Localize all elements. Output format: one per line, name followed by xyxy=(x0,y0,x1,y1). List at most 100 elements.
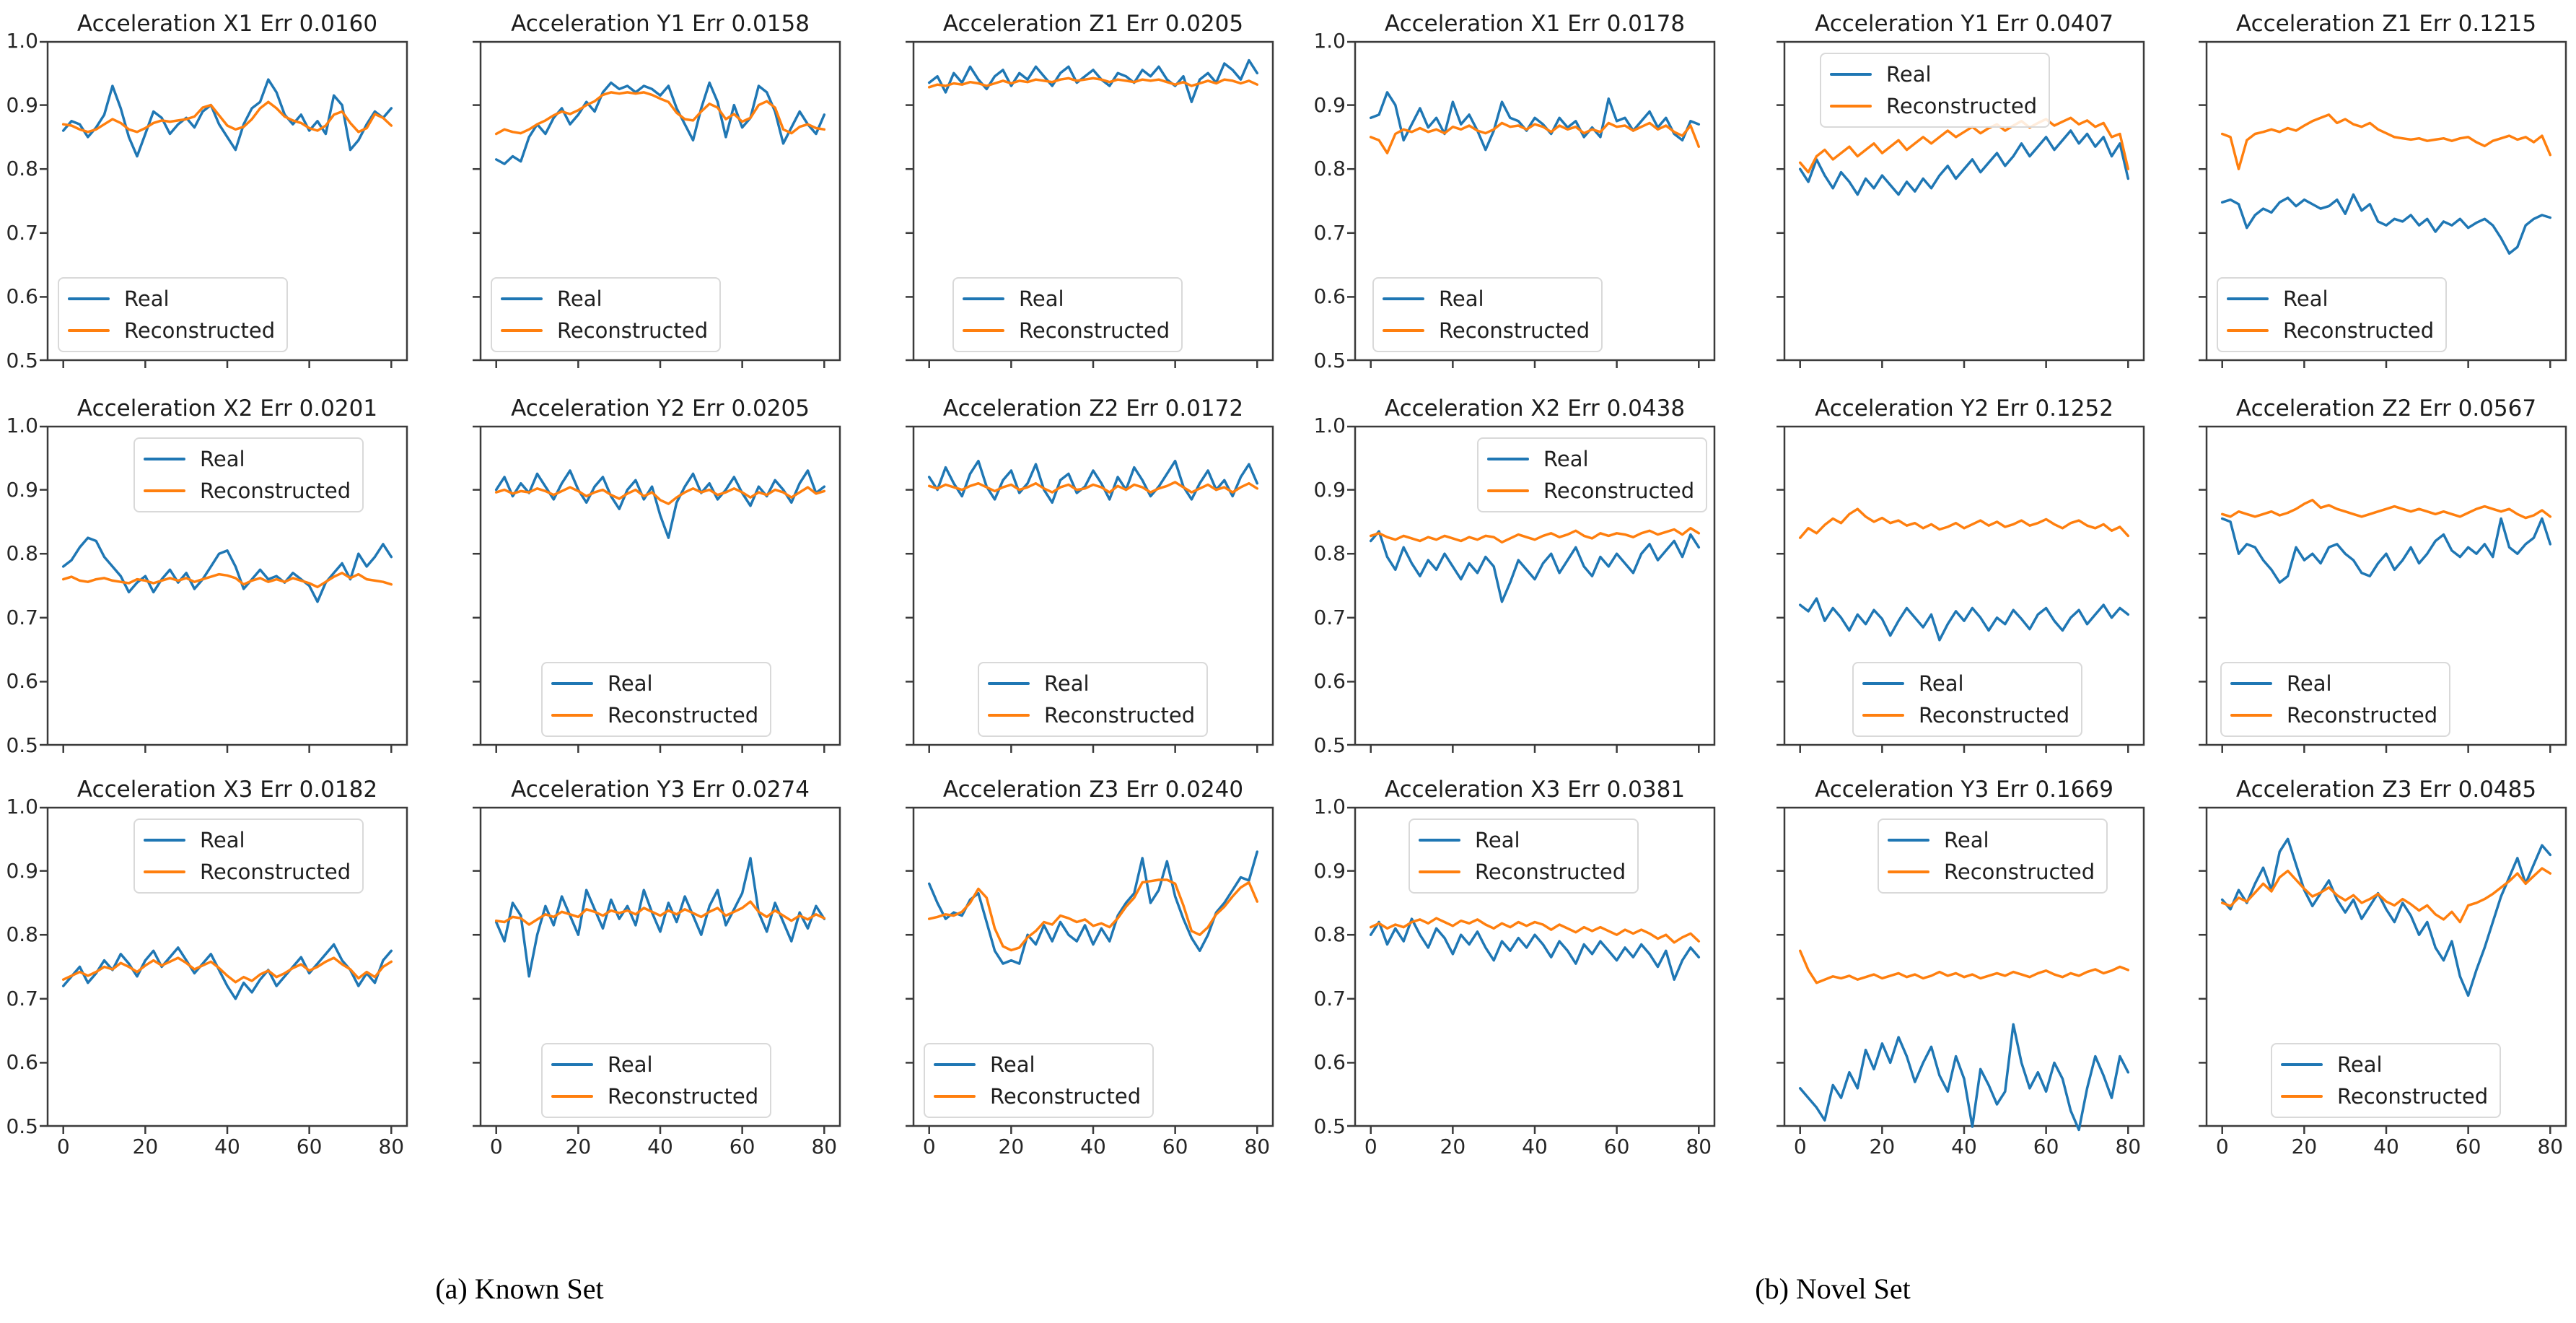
x-tick-label: 0 xyxy=(1364,1135,1377,1158)
y-tick-label: 0.5 xyxy=(6,1114,38,1138)
real-line xyxy=(927,459,1259,505)
plot-area: Real Reconstructed xyxy=(906,40,1274,368)
y-tick-label: 0.8 xyxy=(6,541,38,566)
legend-label: Real xyxy=(1475,828,1520,852)
legend-swatch-reconstructed xyxy=(551,714,593,717)
y-tick-label: 0.9 xyxy=(1313,92,1346,117)
subplot-title: Acceleration Z2 Err 0.0172 xyxy=(942,396,1244,422)
y-tick-label: 0.9 xyxy=(1313,477,1346,502)
legend-label: Real xyxy=(1439,287,1484,311)
x-tick-label: 80 xyxy=(378,1135,405,1158)
reconstructed-line xyxy=(494,900,826,926)
plot-svg xyxy=(1347,40,1716,368)
legend-swatch-reconstructed xyxy=(1419,870,1460,873)
legend-swatch-real xyxy=(1862,682,1904,685)
legend-entry-real: Real xyxy=(144,444,351,474)
legend-label: Real xyxy=(1944,828,1989,852)
reconstructed-line xyxy=(2220,867,2552,924)
x-tick-label: 20 xyxy=(2291,1135,2318,1158)
subplot-title: Acceleration Z3 Err 0.0240 xyxy=(942,777,1244,803)
reconstructed-line xyxy=(1369,917,1701,944)
legend-swatch-real xyxy=(2227,297,2269,300)
legend-swatch-real xyxy=(144,458,185,460)
legend-label: Reconstructed xyxy=(557,318,709,343)
y-tick-label: 0.6 xyxy=(1313,284,1346,309)
legend: Real Reconstructed xyxy=(491,277,722,352)
x-tick-label: 0 xyxy=(56,1135,70,1158)
legend-swatch-reconstructed xyxy=(2281,1095,2323,1098)
legend-label: Real xyxy=(2287,671,2332,696)
subplot-title: Acceleration X1 Err 0.0160 xyxy=(76,11,378,37)
reconstructed-line xyxy=(494,91,826,136)
legend-label: Reconstructed xyxy=(200,860,351,884)
legend: Real Reconstructed xyxy=(2217,277,2448,352)
legend-swatch-reconstructed xyxy=(1830,105,1872,108)
plot-area: Real Reconstructed xyxy=(473,40,841,368)
legend-swatch-reconstructed xyxy=(68,329,110,332)
x-tick-label: 60 xyxy=(2033,1135,2059,1158)
legend-swatch-real xyxy=(1830,73,1872,76)
legend-label: Reconstructed xyxy=(1886,94,2038,118)
legend-entry-reconstructed: Reconstructed xyxy=(2281,1081,2488,1112)
legend-swatch-reconstructed xyxy=(963,329,1004,332)
legend-entry-reconstructed: Reconstructed xyxy=(1487,476,1694,506)
legend-label: Reconstructed xyxy=(608,1084,759,1109)
caption-novel-set: (b) Novel Set xyxy=(1755,1272,1911,1305)
legend-entry-real: Real xyxy=(963,284,1170,314)
axes-spines xyxy=(1354,425,1716,746)
legend-entry-real: Real xyxy=(1419,825,1626,855)
legend-entry-real: Real xyxy=(988,668,1195,699)
x-tick-label: 60 xyxy=(729,1135,755,1158)
y-tick-label: 0.9 xyxy=(6,858,38,883)
y-tick-label: 0.7 xyxy=(6,986,38,1010)
plot-svg xyxy=(1777,40,2145,368)
plot-svg xyxy=(1347,806,1716,1134)
reconstructed-line xyxy=(494,486,826,505)
plot-svg xyxy=(40,806,408,1134)
reconstructed-line xyxy=(61,572,393,589)
legend-label: Reconstructed xyxy=(124,318,276,343)
legend-label: Real xyxy=(608,1052,653,1077)
y-tick-label: 0.8 xyxy=(1313,922,1346,947)
subplot-title: Acceleration Y1 Err 0.0158 xyxy=(511,11,810,37)
legend: Real Reconstructed xyxy=(1477,437,1708,512)
legend-label: Real xyxy=(1886,62,1932,87)
x-tick-label: 20 xyxy=(565,1135,592,1158)
reconstructed-line xyxy=(1369,527,1701,544)
real-line xyxy=(1369,917,1701,981)
x-tick-label: 20 xyxy=(1869,1135,1896,1158)
axes-spines xyxy=(1354,40,1716,362)
legend: Real Reconstructed xyxy=(924,1043,1155,1118)
legend-label: Real xyxy=(990,1052,1035,1077)
x-tick-label: 60 xyxy=(2455,1135,2481,1158)
legend-entry-reconstructed: Reconstructed xyxy=(1862,700,2069,730)
x-tick-label: 0 xyxy=(2215,1135,2229,1158)
legend-entry-reconstructed: Reconstructed xyxy=(501,315,708,346)
subplot-title: Acceleration X2 Err 0.0201 xyxy=(76,396,378,422)
subplot-title: Acceleration X3 Err 0.0182 xyxy=(76,777,378,803)
y-tick-label: 0.8 xyxy=(1313,157,1346,181)
legend-entry-reconstructed: Reconstructed xyxy=(551,1081,758,1112)
legend-swatch-reconstructed xyxy=(2227,329,2269,332)
legend-label: Real xyxy=(1543,447,1589,471)
y-tick-label: 0.7 xyxy=(6,220,38,245)
subplot-title: Acceleration Y3 Err 0.1669 xyxy=(1815,777,2113,803)
axes-spines xyxy=(46,40,408,362)
x-tick-label: 0 xyxy=(489,1135,503,1158)
y-tick-label: 0.6 xyxy=(6,669,38,694)
legend-swatch-real xyxy=(934,1063,976,1066)
plot-area: Real Reconstructed 0 20 40 60 80 xyxy=(1777,806,2145,1158)
legend-label: Real xyxy=(2337,1052,2383,1077)
legend-swatch-real xyxy=(2281,1063,2323,1066)
x-tick-label: 0 xyxy=(1793,1135,1807,1158)
axes-spines xyxy=(2205,806,2567,1127)
plot-area: Real Reconstructed xyxy=(1777,425,2145,753)
legend-entry-real: Real xyxy=(2227,284,2434,314)
legend: Real Reconstructed xyxy=(541,1043,772,1118)
subplot-title: Acceleration Y3 Err 0.0274 xyxy=(511,777,810,803)
legend: Real Reconstructed xyxy=(978,662,1209,737)
legend-swatch-real xyxy=(501,297,543,300)
plot-svg xyxy=(40,425,408,753)
y-tick-label: 0.9 xyxy=(1313,858,1346,883)
legend-entry-real: Real xyxy=(1888,825,2095,855)
